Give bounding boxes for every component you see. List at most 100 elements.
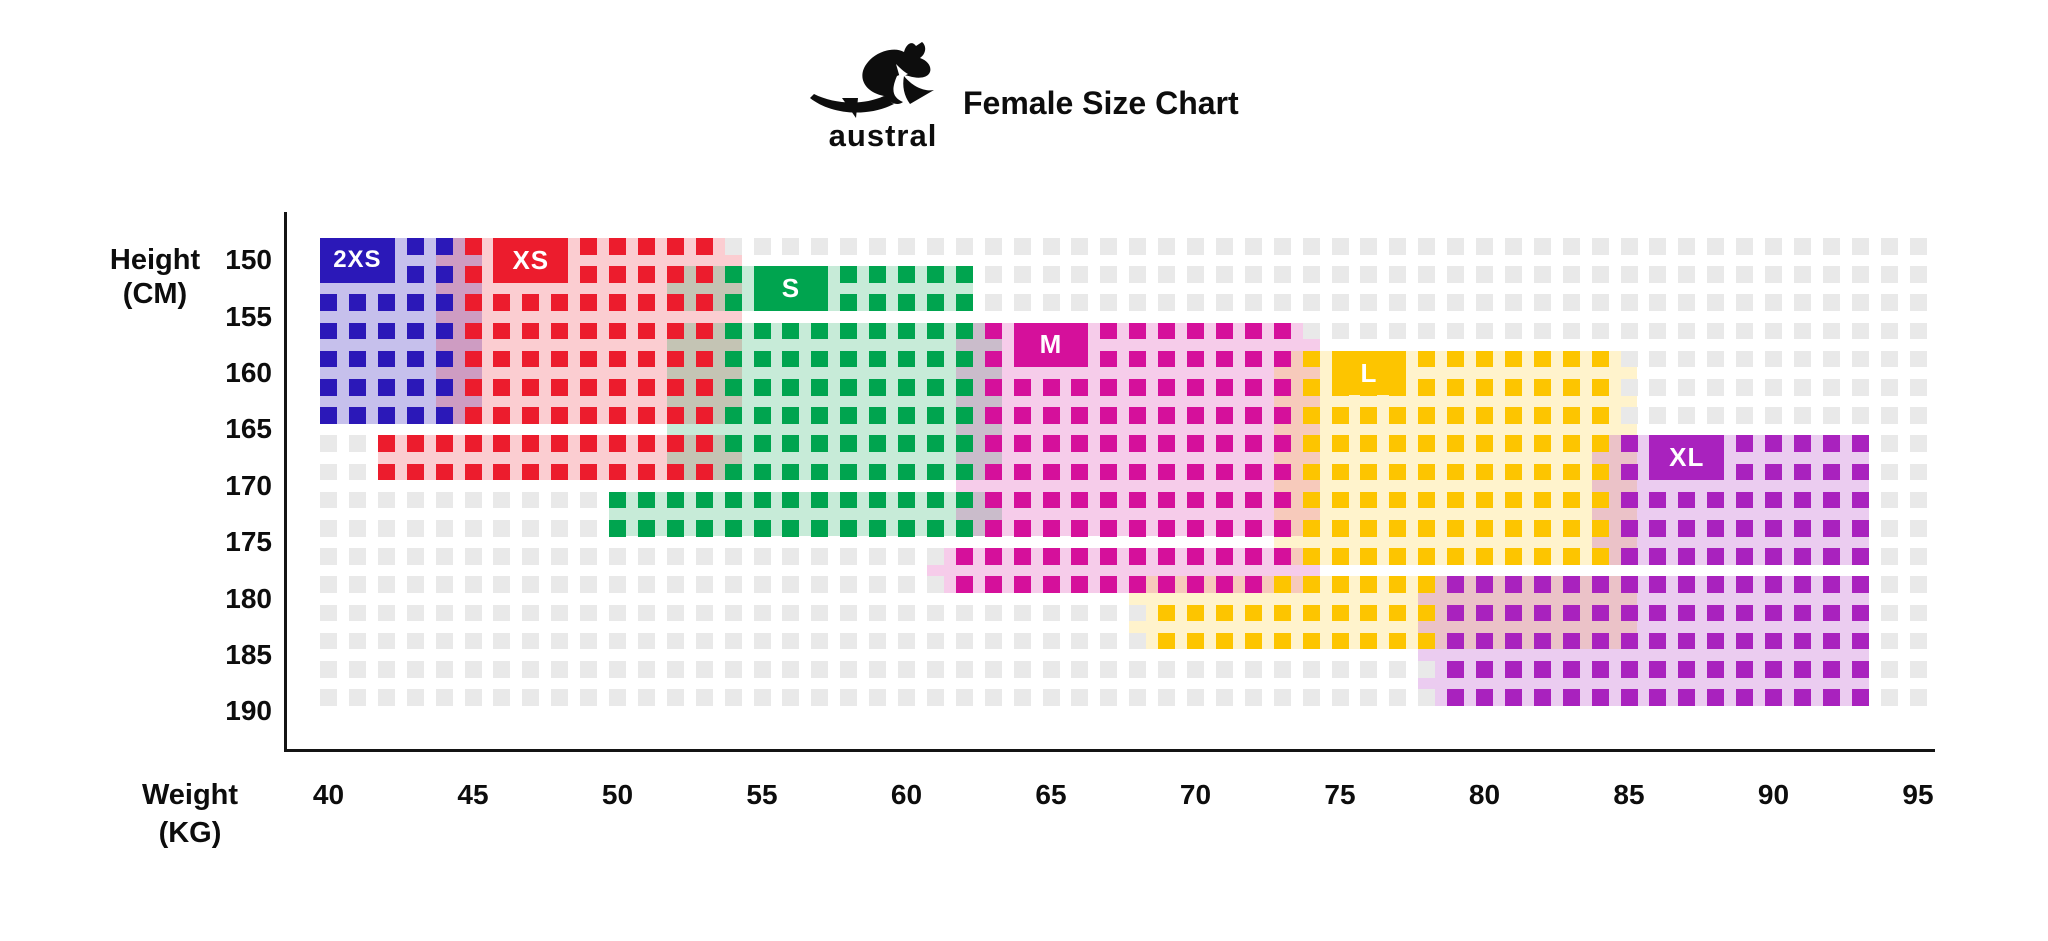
grid-square-s [782,379,800,396]
grid-square-xl [1649,520,1667,537]
grid-square-empty [1360,238,1378,255]
grid-square-empty [609,632,626,650]
grid-square-empty [724,576,742,593]
grid-square-empty [1360,266,1378,283]
grid-square-empty [1244,661,1262,678]
grid-square-m [1071,548,1089,565]
grid-square-xl [1591,689,1609,706]
grid-square-empty [753,238,771,255]
grid-square-l [1360,576,1378,593]
x-axis-title-line2: (KG) [158,817,222,849]
grid-square-xl [1793,491,1811,509]
grid-square-empty [1244,266,1262,283]
grid-square-s [637,491,655,509]
grid-square-empty [377,548,395,565]
grid-square-s [782,322,800,340]
grid-square-empty [1707,238,1725,255]
grid-square-empty [1331,238,1349,255]
grid-square-empty [1649,266,1667,283]
grid-square-l [1360,435,1378,452]
grid-square-empty [1273,238,1291,255]
grid-square-empty [753,604,771,622]
grid-square-xl [1620,604,1638,622]
grid-square-s [724,491,742,509]
x-tick-label: 80 [1468,779,1501,810]
grid-square-l [1302,491,1320,509]
grid-square-s [926,520,944,537]
grid-square-xl [1851,576,1869,593]
grid-square-empty [869,689,887,706]
grid-square-m [1187,379,1204,396]
grid-square-s [724,463,742,481]
size-region-tint-xl [1418,576,1869,706]
grid-square-empty [493,548,511,565]
grid-square-l [1504,548,1522,565]
grid-square-empty [320,548,337,565]
grid-square-xl [1678,491,1696,509]
grid-square-empty [1765,379,1782,396]
grid-square-2xs [320,322,337,340]
grid-square-empty [1707,294,1725,311]
grid-square-m [1187,463,1204,481]
grid-square-m [1013,520,1031,537]
grid-square-empty [1129,689,1147,706]
grid-square-xl [1562,604,1580,622]
grid-square-l [1504,463,1522,481]
grid-square-xl [1793,435,1811,452]
y-axis-line [284,212,287,752]
grid-square-l [1360,632,1378,650]
grid-square-s [926,379,944,396]
grid-square-empty [1736,238,1754,255]
grid-square-empty [1880,661,1898,678]
grid-square-xs [464,379,482,396]
grid-square-empty [580,491,598,509]
grid-square-empty [580,632,598,650]
grid-square-empty [1880,379,1898,396]
grid-square-empty [348,520,366,537]
grid-square-m [1013,491,1031,509]
grid-square-xl [1851,632,1869,650]
grid-square-2xs [320,407,337,424]
grid-square-empty [609,548,626,565]
grid-square-empty [753,632,771,650]
grid-square-l [1187,604,1204,622]
grid-square-xl [1765,661,1782,678]
grid-square-l [1476,435,1493,452]
grid-square-empty [1909,266,1927,283]
grid-square-empty [695,548,713,565]
grid-square-empty [1273,661,1291,678]
grid-square-m [1215,576,1233,593]
grid-square-empty [1533,238,1551,255]
grid-square-empty [522,548,540,565]
grid-square-s [811,463,829,481]
grid-square-xl [1851,689,1869,706]
grid-square-empty [1851,407,1869,424]
grid-square-l [1302,463,1320,481]
grid-square-empty [1100,689,1118,706]
grid-square-xl [1591,632,1609,650]
grid-square-empty [1244,689,1262,706]
grid-square-m [1187,350,1204,368]
grid-square-s [926,435,944,452]
grid-square-xs [435,463,453,481]
grid-square-empty [840,689,858,706]
grid-square-empty [1909,520,1927,537]
grid-square-l [1302,548,1320,565]
grid-square-s [869,322,887,340]
grid-square-m [1013,576,1031,593]
grid-square-empty [782,661,800,678]
x-tick-label: 75 [1324,779,1356,810]
grid-square-empty [1100,632,1118,650]
grid-square-empty [609,689,626,706]
grid-square-xl [1562,689,1580,706]
grid-square-empty [1129,238,1147,255]
grid-square-m [1071,520,1089,537]
grid-square-l [1389,632,1407,650]
grid-square-l [1360,491,1378,509]
grid-square-empty [898,689,915,706]
grid-square-empty [1158,238,1176,255]
grid-square-empty [1360,322,1378,340]
size-label-2xs: 2XS [320,238,395,283]
grid-square-m [1187,407,1204,424]
grid-square-l [1331,548,1349,565]
